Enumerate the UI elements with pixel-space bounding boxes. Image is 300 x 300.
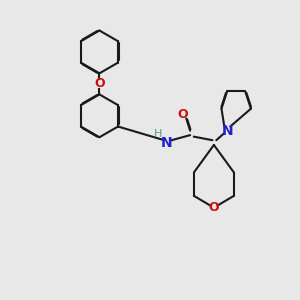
Text: O: O [177,108,188,121]
Text: N: N [160,136,172,150]
Text: O: O [208,201,219,214]
Text: N: N [221,124,233,138]
Text: H: H [154,129,162,139]
Text: O: O [94,77,105,90]
